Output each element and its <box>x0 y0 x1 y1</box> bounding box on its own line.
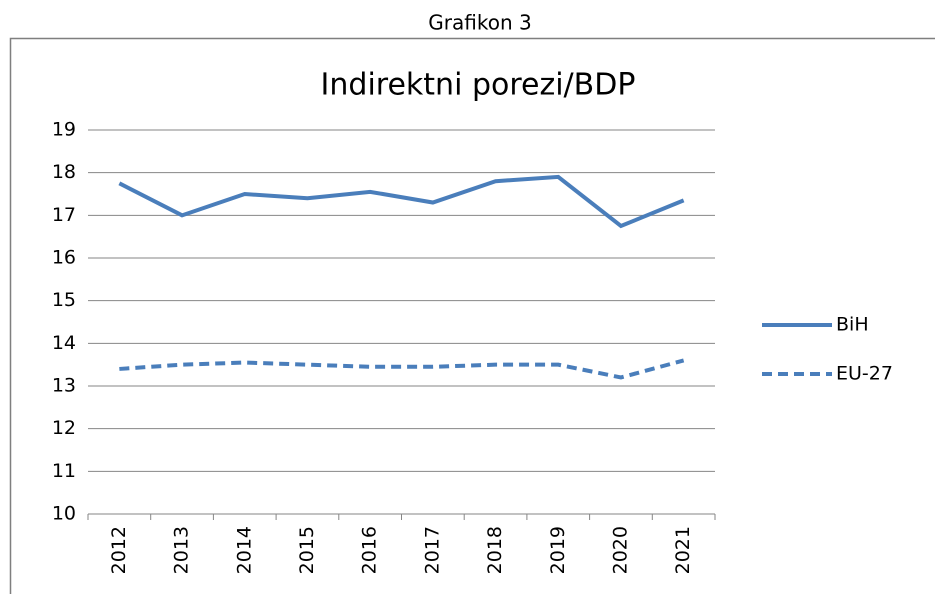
y-tick-label: 10 <box>52 503 76 525</box>
chart-title: Indirektni porezi/BDP <box>321 68 636 103</box>
x-tick-label: 2015 <box>296 526 318 574</box>
x-tick-label: 2020 <box>609 526 631 574</box>
x-tick-label: 2013 <box>171 526 193 574</box>
x-tick-label: 2021 <box>672 526 694 574</box>
y-tick-label: 15 <box>52 289 76 311</box>
x-tick-label: 2019 <box>547 526 569 574</box>
series-line <box>118 174 685 229</box>
x-tick-label: 2018 <box>484 526 506 574</box>
legend-label: EU-27 <box>836 363 893 385</box>
legend-label: BiH <box>836 314 869 336</box>
x-tick-label: 2016 <box>359 526 381 574</box>
x-tick-label: 2014 <box>233 526 255 574</box>
series-line <box>119 358 685 380</box>
y-tick-label: 17 <box>52 204 76 226</box>
y-tick-label: 11 <box>52 460 76 482</box>
y-tick-label: 12 <box>52 417 76 439</box>
y-tick-label: 14 <box>52 332 76 354</box>
caption: Grafikon 3 <box>428 11 531 35</box>
y-tick-label: 18 <box>52 161 76 183</box>
x-tick-label: 2012 <box>108 526 130 574</box>
y-tick-label: 19 <box>52 119 76 141</box>
y-tick-label: 13 <box>52 375 76 397</box>
x-tick-label: 2017 <box>421 526 443 574</box>
y-tick-label: 16 <box>52 247 76 269</box>
chart-frame <box>9 37 935 594</box>
